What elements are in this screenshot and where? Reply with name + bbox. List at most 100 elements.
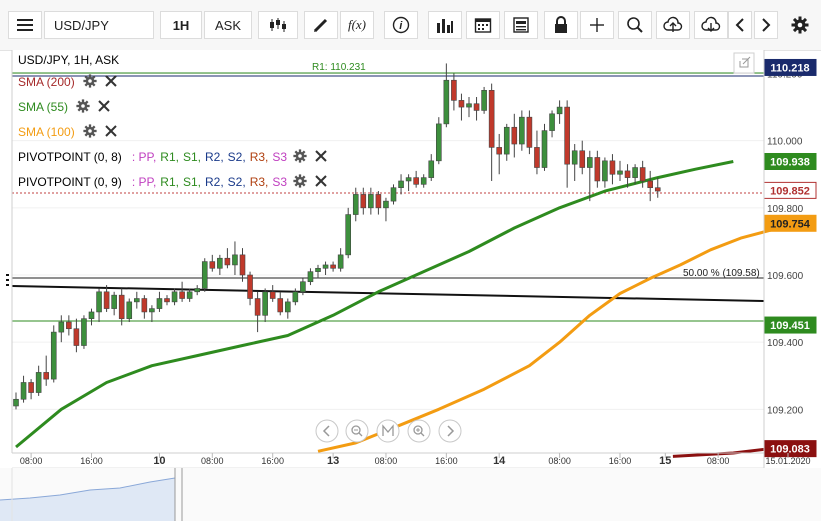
candle xyxy=(118,288,125,326)
x-tick-label: 10 xyxy=(153,455,165,467)
candle xyxy=(88,308,95,326)
zoom-controls[interactable] xyxy=(315,419,462,443)
x-tick-label: 16:00 xyxy=(261,456,284,466)
candle xyxy=(383,197,389,222)
close-icon[interactable] xyxy=(104,74,117,90)
chart-area[interactable]: R1: 110.231 50.00 % (109.58) 110.200110.… xyxy=(0,50,821,521)
lock-button[interactable] xyxy=(544,11,578,39)
candle xyxy=(609,154,616,185)
price-type-label: ASK xyxy=(214,17,241,33)
nav-left-button[interactable] xyxy=(315,419,339,443)
symbol-selector[interactable]: USD/JPY xyxy=(44,11,154,39)
candle xyxy=(368,187,374,215)
candle xyxy=(20,375,27,403)
close-icon[interactable] xyxy=(315,174,327,190)
candle xyxy=(224,248,231,269)
candle xyxy=(496,133,503,175)
r1-annotation: R1: 110.231 xyxy=(312,62,366,73)
svg-text:i: i xyxy=(399,20,403,32)
scroll-right-button[interactable] xyxy=(754,11,778,39)
candle xyxy=(639,160,646,188)
candle xyxy=(50,325,57,383)
zoom-button[interactable] xyxy=(618,11,652,39)
download-button[interactable] xyxy=(694,11,728,39)
maximize-button[interactable] xyxy=(733,52,755,74)
zoom-out-button[interactable] xyxy=(345,419,369,443)
news-button[interactable] xyxy=(504,11,538,39)
timeframe-label: 1H xyxy=(172,17,190,33)
candle xyxy=(186,288,193,302)
info-button[interactable]: i xyxy=(384,11,418,39)
nav-right-button[interactable] xyxy=(438,419,462,443)
scroll-left-button[interactable] xyxy=(728,11,752,39)
zoom-in-button[interactable] xyxy=(407,419,431,443)
candle xyxy=(103,285,110,312)
price-tag-label: 109.938 xyxy=(770,156,810,168)
pivot-part: R1, xyxy=(160,150,179,164)
news-icon xyxy=(512,16,530,34)
crosshair-button[interactable] xyxy=(580,11,614,39)
timeframe-button[interactable]: 1H xyxy=(160,11,202,39)
hamburger-icon xyxy=(17,19,33,31)
gear-icon[interactable] xyxy=(76,98,90,116)
draw-tool-button[interactable] xyxy=(304,11,338,39)
candle xyxy=(73,318,80,353)
price-type-button[interactable]: ASK xyxy=(204,11,252,39)
settings-button[interactable] xyxy=(786,11,814,39)
sma-line xyxy=(317,221,802,453)
close-icon[interactable] xyxy=(104,124,117,140)
candle xyxy=(488,83,495,181)
candle xyxy=(519,110,525,151)
x-tick-label: 08:00 xyxy=(20,456,43,466)
gear-icon[interactable] xyxy=(293,148,307,166)
pivot-part: S2, xyxy=(227,150,246,164)
candle xyxy=(451,73,457,111)
candles-icon xyxy=(268,17,288,33)
candle xyxy=(564,100,570,188)
candle xyxy=(149,305,155,323)
price-tag: 109.083 xyxy=(763,440,817,458)
candle xyxy=(28,379,34,400)
candle xyxy=(503,123,510,161)
chevron-right-icon xyxy=(761,18,771,32)
x-tick-label: 08:00 xyxy=(201,456,224,466)
candle xyxy=(624,164,631,188)
hamburger-menu-button[interactable] xyxy=(8,11,42,39)
candle xyxy=(58,315,65,343)
candle xyxy=(209,254,216,272)
candle xyxy=(466,97,472,118)
crosshair-icon xyxy=(588,16,606,34)
candle xyxy=(164,295,170,306)
magnifier-icon xyxy=(626,16,644,34)
close-icon[interactable] xyxy=(98,99,110,115)
zoom-reset-button[interactable] xyxy=(376,419,400,443)
candle xyxy=(126,298,133,323)
gear-icon[interactable] xyxy=(293,173,307,191)
candle xyxy=(617,160,623,181)
upload-button[interactable] xyxy=(656,11,690,39)
price-tag-label: 109.754 xyxy=(770,218,811,230)
price-chart[interactable]: R1: 110.231 50.00 % (109.58) 110.200110.… xyxy=(0,50,821,521)
symbol-label: USD/JPY xyxy=(54,17,109,33)
candle xyxy=(43,355,50,386)
legend-sma55: SMA (55) xyxy=(18,97,110,117)
reference-lines: R1: 110.231 50.00 % (109.58) xyxy=(11,62,765,322)
indicator-label: SMA (55) xyxy=(18,100,69,114)
candle xyxy=(579,140,586,175)
candle xyxy=(405,174,412,192)
candle xyxy=(420,174,427,188)
navigator[interactable] xyxy=(0,468,821,521)
chart-type-button[interactable] xyxy=(258,11,298,39)
gear-icon[interactable] xyxy=(83,123,97,141)
legend-pivot-1: PIVOTPOINT (0, 8) : PP, R1, S1, R2, S2, R3, S3 xyxy=(18,147,327,167)
indicators-button[interactable]: f(x) xyxy=(340,11,374,39)
gear-icon[interactable] xyxy=(83,73,97,91)
calendar-button[interactable] xyxy=(466,11,500,39)
close-icon[interactable] xyxy=(315,149,327,165)
volume-button[interactable] xyxy=(428,11,462,39)
x-tick-label: 13 xyxy=(327,455,339,467)
info-icon: i xyxy=(392,16,410,34)
legend-sma100: SMA (100) xyxy=(18,122,117,142)
lock-icon xyxy=(553,16,569,34)
pivot-part: R3, xyxy=(249,175,269,189)
